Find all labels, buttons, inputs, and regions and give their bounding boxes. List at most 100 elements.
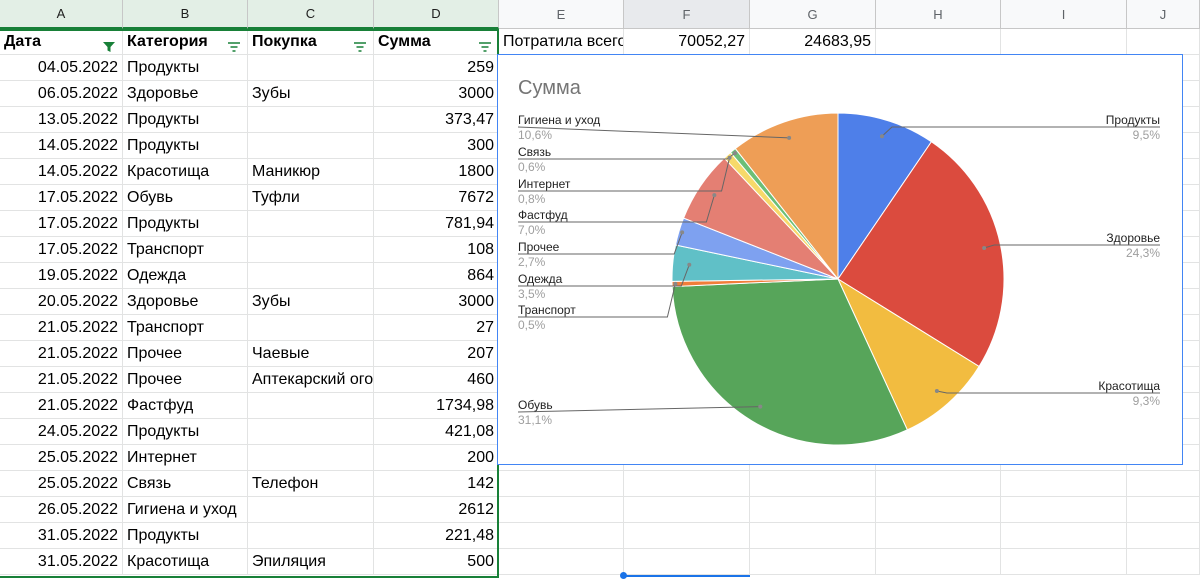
category-cell[interactable]: Продукты [123,133,248,159]
column-header-j[interactable]: J [1127,0,1200,29]
empty-cell[interactable] [750,549,876,575]
category-cell[interactable]: Связь [123,471,248,497]
empty-cell[interactable] [750,523,876,549]
category-cell[interactable]: Одежда [123,263,248,289]
column-header-f[interactable]: F [624,0,750,29]
empty-cell[interactable] [624,471,750,497]
purchase-cell[interactable]: Зубы [248,289,374,315]
category-cell[interactable]: Прочее [123,341,248,367]
empty-cell[interactable] [1127,497,1200,523]
empty-cell[interactable] [499,497,624,523]
category-cell[interactable]: Транспорт [123,315,248,341]
sum-cell[interactable]: 3000 [374,81,499,107]
empty-cell[interactable] [1127,523,1200,549]
empty-cell[interactable] [876,497,1001,523]
sum-cell[interactable]: 1800 [374,159,499,185]
empty-cell[interactable] [1127,549,1200,575]
date-cell[interactable]: 17.05.2022 [0,185,123,211]
purchase-cell[interactable] [248,523,374,549]
date-cell[interactable]: 21.05.2022 [0,393,123,419]
summary-total-cell[interactable]: 70052,27 [624,29,750,55]
column-header-e[interactable]: E [499,0,624,29]
column-header-d[interactable]: D [374,0,499,29]
date-cell[interactable]: 13.05.2022 [0,107,123,133]
date-cell[interactable]: 06.05.2022 [0,81,123,107]
empty-cell[interactable] [1001,471,1127,497]
filter-icon[interactable] [478,36,492,52]
category-cell[interactable]: Обувь [123,185,248,211]
date-cell[interactable]: 25.05.2022 [0,471,123,497]
date-cell[interactable]: 14.05.2022 [0,133,123,159]
sum-cell[interactable]: 781,94 [374,211,499,237]
active-cell-outline[interactable] [624,575,750,579]
empty-cell[interactable] [876,523,1001,549]
column-header-g[interactable]: G [750,0,876,29]
empty-cell[interactable] [499,523,624,549]
empty-cell[interactable] [1127,471,1200,497]
date-cell[interactable]: 04.05.2022 [0,55,123,81]
header-cell-date[interactable]: Дата [0,29,123,55]
filter-icon[interactable] [227,36,241,52]
summary-label-cell[interactable]: Потратила всего [499,29,624,55]
purchase-cell[interactable]: Телефон [248,471,374,497]
empty-cell[interactable] [1001,549,1127,575]
empty-cell[interactable] [499,471,624,497]
category-cell[interactable]: Продукты [123,55,248,81]
sum-cell[interactable]: 864 [374,263,499,289]
filter-active-icon[interactable] [102,36,116,52]
pie-slice-10[interactable] [734,112,839,281]
date-cell[interactable]: 20.05.2022 [0,289,123,315]
date-cell[interactable]: 19.05.2022 [0,263,123,289]
purchase-cell[interactable]: Чаевые [248,341,374,367]
empty-cell[interactable] [750,497,876,523]
purchase-cell[interactable]: Зубы [248,81,374,107]
category-cell[interactable]: Продукты [123,523,248,549]
empty-cell[interactable] [1127,29,1200,55]
fill-handle[interactable] [620,572,627,579]
empty-cell[interactable] [876,549,1001,575]
empty-cell[interactable] [624,549,750,575]
sum-cell[interactable]: 421,08 [374,419,499,445]
date-cell[interactable]: 17.05.2022 [0,211,123,237]
sum-cell[interactable]: 460 [374,367,499,393]
category-cell[interactable]: Здоровье [123,289,248,315]
pie-slice-3[interactable] [671,278,908,446]
header-cell-category[interactable]: Категория [123,29,248,55]
category-cell[interactable]: Продукты [123,419,248,445]
sum-cell[interactable]: 207 [374,341,499,367]
purchase-cell[interactable] [248,237,374,263]
purchase-cell[interactable] [248,419,374,445]
empty-cell[interactable] [876,471,1001,497]
column-header-a[interactable]: A [0,0,123,29]
category-cell[interactable]: Интернет [123,445,248,471]
category-cell[interactable]: Здоровье [123,81,248,107]
sum-cell[interactable]: 108 [374,237,499,263]
purchase-cell[interactable]: Эпиляция [248,549,374,575]
sum-cell[interactable]: 1734,98 [374,393,499,419]
date-cell[interactable]: 21.05.2022 [0,315,123,341]
purchase-cell[interactable] [248,263,374,289]
pie-chart[interactable]: Сумма Продукты 9,5% Здоровье 24,3% Красотища… [497,54,1183,465]
sum-cell[interactable]: 500 [374,549,499,575]
purchase-cell[interactable]: Туфли [248,185,374,211]
summary-other-cell[interactable]: 24683,95 [750,29,876,55]
pie-slice-0[interactable] [837,112,933,281]
purchase-cell[interactable] [248,133,374,159]
sum-cell[interactable]: 200 [374,445,499,471]
date-cell[interactable]: 25.05.2022 [0,445,123,471]
purchase-cell[interactable] [248,211,374,237]
category-cell[interactable]: Продукты [123,211,248,237]
date-cell[interactable]: 31.05.2022 [0,523,123,549]
empty-cell[interactable] [1001,523,1127,549]
empty-cell[interactable] [750,471,876,497]
category-cell[interactable]: Фастфуд [123,393,248,419]
sum-cell[interactable]: 142 [374,471,499,497]
empty-cell[interactable] [1001,497,1127,523]
column-header-h[interactable]: H [876,0,1001,29]
sum-cell[interactable]: 221,48 [374,523,499,549]
header-cell-purchase[interactable]: Покупка [248,29,374,55]
sum-cell[interactable]: 300 [374,133,499,159]
sum-cell[interactable]: 7672 [374,185,499,211]
date-cell[interactable]: 21.05.2022 [0,367,123,393]
purchase-cell[interactable] [248,393,374,419]
